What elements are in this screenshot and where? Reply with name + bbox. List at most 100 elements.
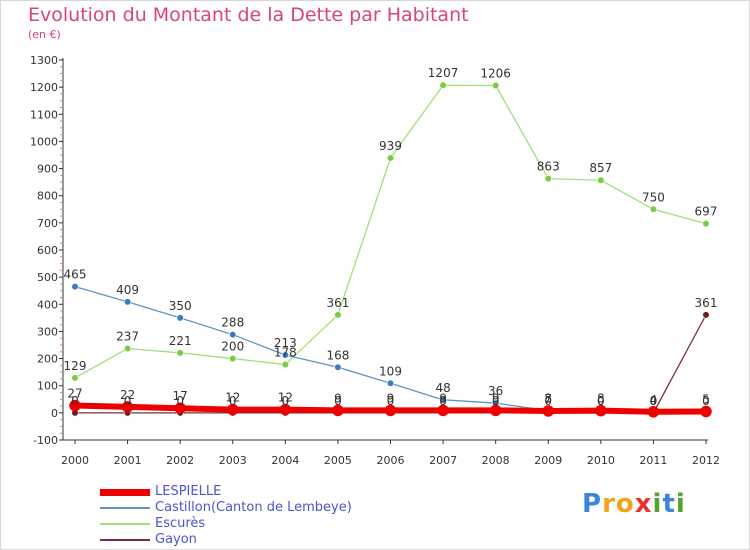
data-label-lespielle: 8	[597, 392, 605, 406]
data-label-castillon-canton-de-lembeye: 213	[274, 336, 297, 350]
data-label-escur-s: 200	[221, 340, 244, 354]
data-label-gayon: 0	[229, 394, 237, 408]
data-label-lespielle: 17	[173, 389, 188, 403]
y-tick-label: 500	[37, 271, 58, 284]
data-point-escur-s	[649, 205, 658, 213]
y-tick-label: 600	[37, 244, 58, 257]
logo-letter: x	[634, 489, 653, 519]
data-point-lespielle	[489, 404, 502, 417]
logo-letter: P	[582, 489, 603, 519]
data-label-castillon-canton-de-lembeye: 0	[702, 394, 710, 408]
chart-legend: LESPIELLE Castillon(Canton de Lembeye) Esc…	[100, 484, 352, 548]
data-label-castillon-canton-de-lembeye: 465	[64, 268, 87, 282]
x-tick-label: 2002	[166, 454, 194, 467]
legend-label-gayon: Gayon	[155, 532, 197, 547]
data-label-castillon-canton-de-lembeye: 36	[488, 384, 503, 398]
data-label-escur-s: 697	[695, 205, 718, 219]
x-tick-label: 2003	[219, 454, 247, 467]
legend-item-castillon-canton-de-lembeye: Castillon(Canton de Lembeye)	[100, 500, 352, 516]
data-point-castillon-canton-de-lembeye	[71, 283, 79, 291]
data-point-lespielle	[384, 404, 397, 417]
data-label-gayon: 0	[544, 394, 552, 408]
y-tick-label: 0	[51, 407, 58, 420]
data-label-lespielle: 22	[120, 388, 135, 402]
logo-letter: t	[662, 489, 676, 519]
data-label-gayon: 0	[597, 394, 605, 408]
data-point-escur-s	[597, 176, 605, 184]
x-tick-label: 2012	[692, 454, 720, 467]
data-label-gayon: 0	[282, 394, 290, 408]
x-tick-label: 2006	[377, 454, 405, 467]
data-label-gayon: 0	[176, 394, 184, 408]
data-point-castillon-canton-de-lembeye	[176, 314, 184, 322]
y-tick-label: 1100	[30, 108, 58, 121]
data-point-escur-s	[439, 81, 447, 89]
y-tick-label: 700	[37, 217, 58, 230]
logo-letter: i	[675, 489, 686, 519]
y-tick-label: 200	[37, 353, 58, 366]
data-point-castillon-canton-de-lembeye	[123, 298, 132, 306]
data-point-escur-s	[71, 374, 79, 382]
data-label-lespielle: 9	[387, 391, 395, 405]
x-tick-label: 2010	[587, 454, 615, 467]
x-tick-label: 2009	[534, 454, 562, 467]
data-point-escur-s	[281, 360, 289, 369]
data-label-escur-s: 857	[589, 161, 612, 175]
data-label-escur-s: 939	[379, 139, 402, 153]
legend-swatch-gayon	[100, 539, 150, 541]
data-point-escur-s	[702, 220, 710, 228]
data-label-lespielle: 4	[650, 393, 658, 407]
proxiti-logo: Proxiti	[582, 489, 686, 519]
legend-label-lespielle: LESPIELLE	[155, 484, 222, 499]
x-tick-label: 2007	[429, 454, 457, 467]
data-point-lespielle	[69, 399, 81, 412]
data-point-castillon-canton-de-lembeye	[334, 363, 342, 371]
data-label-lespielle: 9	[334, 391, 342, 405]
legend-swatch-escur-s	[100, 523, 150, 525]
data-point-escur-s	[386, 154, 395, 162]
data-label-escur-s: 863	[537, 160, 560, 174]
chart-subtitle: (en €)	[28, 28, 61, 41]
data-point-lespielle	[595, 404, 607, 417]
data-label-castillon-canton-de-lembeye: 288	[221, 316, 244, 330]
legend-item-gayon: Gayon	[100, 532, 352, 548]
data-point-castillon-canton-de-lembeye	[229, 331, 237, 339]
data-point-lespielle	[332, 404, 344, 417]
data-point-castillon-canton-de-lembeye	[281, 351, 289, 359]
data-label-escur-s: 129	[64, 359, 87, 373]
legend-label-escur-s: Escurès	[155, 516, 206, 531]
data-label-gayon: 0	[387, 394, 395, 408]
data-label-castillon-canton-de-lembeye: 109	[379, 364, 402, 378]
data-point-lespielle	[227, 403, 239, 416]
y-tick-label: 1300	[30, 54, 58, 67]
data-point-lespielle	[121, 401, 134, 413]
data-label-escur-s: 237	[116, 330, 139, 344]
data-point-lespielle	[700, 405, 712, 418]
x-tick-label: 2000	[61, 454, 89, 467]
data-label-lespielle: 5	[702, 393, 710, 407]
data-point-escur-s	[123, 344, 132, 353]
data-label-gayon: 361	[695, 296, 718, 310]
data-label-gayon: 0	[650, 394, 658, 408]
data-label-gayon: 0	[71, 394, 79, 408]
data-label-castillon-canton-de-lembeye: 350	[169, 299, 192, 313]
data-label-castillon-canton-de-lembeye: 48	[435, 381, 450, 395]
legend-item-lespielle: LESPIELLE	[100, 484, 352, 500]
data-label-lespielle: 9	[492, 391, 500, 405]
data-label-lespielle: 12	[278, 391, 293, 405]
data-point-lespielle	[174, 402, 186, 414]
data-label-lespielle: 7	[544, 392, 552, 406]
legend-swatch-castillon-canton-de-lembeye	[100, 507, 150, 509]
data-point-escur-s	[334, 311, 342, 319]
data-point-castillon-canton-de-lembeye	[386, 379, 395, 387]
logo-letter: r	[602, 489, 616, 519]
y-tick-label: 400	[37, 298, 58, 311]
data-label-escur-s: 361	[326, 296, 349, 310]
data-label-gayon: 0	[124, 394, 132, 408]
data-point-escur-s	[544, 175, 552, 183]
x-tick-label: 2001	[114, 454, 142, 467]
legend-swatch-lespielle	[100, 488, 150, 496]
data-point-lespielle	[542, 405, 554, 417]
data-point-escur-s	[176, 349, 184, 357]
